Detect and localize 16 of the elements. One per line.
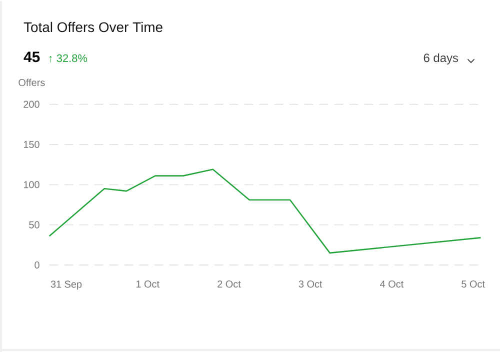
text: 6 days [424, 53, 458, 64]
chart-title: Total Offers Over Time [24, 22, 162, 32]
x-tick-label: 5 Oct [462, 280, 485, 288]
y-tick-label: 50 [29, 221, 40, 228]
y-tick-label: 100 [24, 181, 40, 188]
x-tick-label: 1 Oct [136, 280, 160, 288]
y-tick-label: 0 [34, 261, 40, 269]
text: ↑ 32.8% [49, 54, 88, 62]
y-tick-label: 200 [24, 100, 40, 108]
x-tick-label: 4 Oct [380, 280, 404, 288]
x-tick-label: 3 Oct [298, 280, 322, 288]
x-tick-label: 2 Oct [218, 280, 241, 288]
y-axis-title: Offers [18, 78, 45, 86]
y-tick-label: 150 [24, 140, 40, 148]
text: 31 Sep [50, 280, 82, 290]
text: 45 [24, 52, 40, 62]
